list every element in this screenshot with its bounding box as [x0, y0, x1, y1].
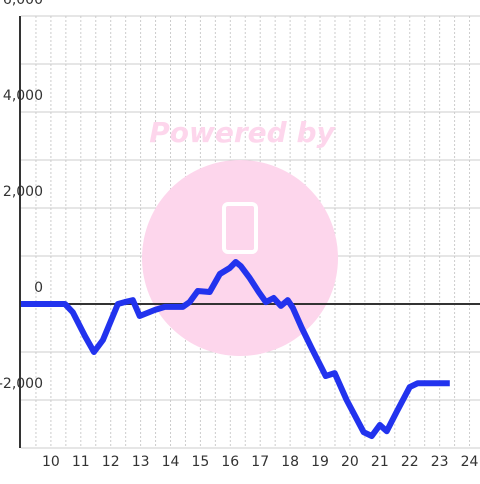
watermark-text: Powered by — [149, 116, 336, 149]
x-tick-label: 21 — [371, 454, 389, 470]
x-tick-label: 16 — [221, 454, 239, 470]
x-tick-label: 18 — [281, 454, 299, 470]
x-tick-label: 23 — [431, 454, 449, 470]
data-line — [21, 259, 450, 439]
x-tick-label: 11 — [72, 454, 90, 470]
x-tick-label: 14 — [162, 454, 180, 470]
x-tick-label: 10 — [42, 454, 60, 470]
x-tick-label: 24 — [461, 454, 479, 470]
x-tick-label: 20 — [341, 454, 359, 470]
watermark: Powered by — [142, 116, 338, 356]
x-tick-label: 17 — [251, 454, 269, 470]
y-tick-label: 0 — [34, 280, 43, 296]
watermark-logo — [142, 160, 338, 356]
x-tick-label: 22 — [401, 454, 419, 470]
x-tick-label: 15 — [191, 454, 209, 470]
x-tick-label: 13 — [132, 454, 150, 470]
x-tick-label: 12 — [102, 454, 120, 470]
watermark-icon — [222, 202, 258, 254]
y-tick-label: -2,000 — [0, 376, 43, 392]
x-tick-label: 19 — [311, 454, 329, 470]
y-tick-label: 6,000 — [3, 0, 43, 8]
y-tick-label: 4,000 — [3, 88, 43, 104]
y-tick-label: 2,000 — [3, 184, 43, 200]
